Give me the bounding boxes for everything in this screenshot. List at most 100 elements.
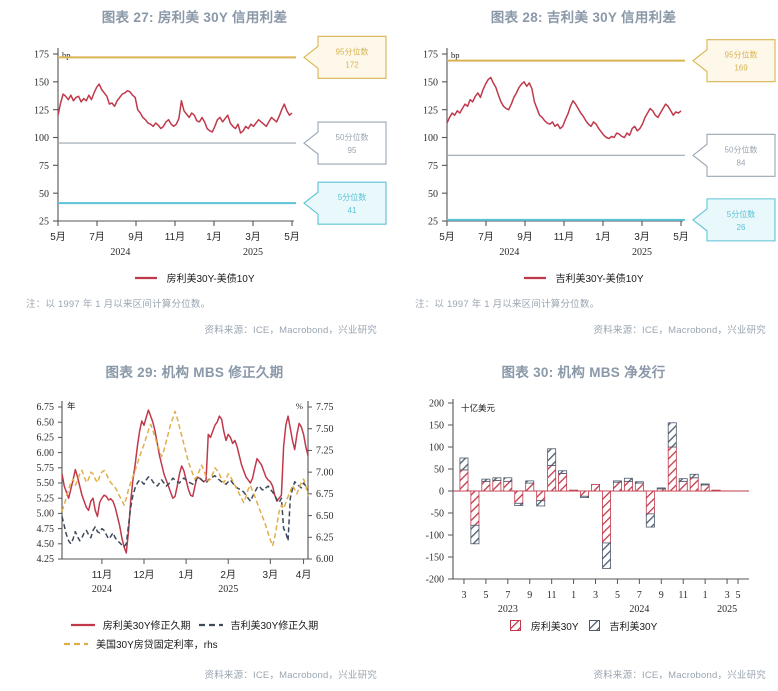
chart28-legend-swatch <box>523 276 546 279</box>
axis-label: 5月 <box>50 231 66 243</box>
callout-value: 41 <box>348 206 357 215</box>
axis-label: 175 <box>34 50 49 61</box>
axis-label: 十亿美元 <box>461 403 496 413</box>
axis-label: 6.25 <box>37 433 55 444</box>
chart28-svg: 25 50 75 100 125 150 175 bp 5月 7月 9月 11月 1月 3月 5月 2024 2… <box>423 39 776 258</box>
chart29-legend-label-1: 房利美30Y修正久期 <box>102 621 191 632</box>
axis-label: 5.00 <box>37 509 55 520</box>
axis-label: 5月 <box>673 231 689 243</box>
bar-segment <box>503 477 513 482</box>
axis-label: 6.00 <box>37 448 55 459</box>
data-line <box>61 474 309 548</box>
axis-label: 1月 <box>595 231 611 243</box>
percentile-callout <box>692 39 776 83</box>
percentile-callout <box>692 198 776 242</box>
axis-label: 5.75 <box>37 463 55 474</box>
bar-segment <box>580 495 590 498</box>
axis-label: 1月 <box>178 569 194 581</box>
axis-label: -150 <box>426 553 444 564</box>
axis-label: 2025 <box>632 247 652 258</box>
axis-label: 100 <box>423 133 438 144</box>
chart30-title: 图表 30: 机构 MBS 净发行 <box>501 365 666 380</box>
bar-segment <box>569 489 579 492</box>
chart30-legend-label-2: 吉利美30Y <box>609 622 658 633</box>
bar-segment <box>547 448 557 466</box>
bar-segment <box>656 487 666 490</box>
panel-chart28: 图表 28: 吉利美 30Y 信用利差 25 50 75 100 125 150 175 bp… <box>389 0 778 345</box>
axis-label: 100 <box>34 133 49 144</box>
bar-segment <box>667 422 677 448</box>
data-line <box>61 409 309 554</box>
axis-label: 年 <box>67 401 76 411</box>
axis-label: 1 <box>571 590 576 601</box>
chart30-legend: 房利美30Y 吉利美30Y <box>389 618 778 633</box>
callout-label: 95分位数 <box>725 50 758 60</box>
chart28-title: 图表 28: 吉利美 30Y 信用利差 <box>490 10 677 25</box>
axis-label: 5 <box>483 590 488 601</box>
axis-label: 7.25 <box>316 446 334 457</box>
axis-label: 75 <box>39 161 49 172</box>
chart27-legend: 房利美30Y-美债10Y <box>0 270 389 285</box>
axis-label: 7.50 <box>316 424 334 435</box>
bar-segment <box>667 446 677 492</box>
axis-label: 4.25 <box>37 554 55 565</box>
axis-label: 2024 <box>110 247 130 258</box>
data-line <box>57 83 293 134</box>
axis-label: 2024 <box>629 604 649 615</box>
percentile-callout <box>692 133 776 177</box>
callout-label: 50分位数 <box>725 144 758 154</box>
bar-segment <box>645 490 655 515</box>
axis-label: 2025 <box>243 247 263 258</box>
chart29-legend-label-2: 吉利美30Y修正久期 <box>230 621 319 632</box>
axis-label: 7.75 <box>316 402 334 413</box>
axis-label: 150 <box>423 77 438 88</box>
axis-label: 50 <box>39 189 49 200</box>
axis-label: 50 <box>428 189 438 200</box>
bar-segment <box>623 480 633 492</box>
chart27-source: 资料来源：ICE，Macrobond，兴业研究 <box>204 325 377 336</box>
bar-segment <box>602 490 611 544</box>
bar-segment <box>580 490 590 497</box>
bar-segment <box>634 481 644 484</box>
axis-label: 125 <box>34 105 49 116</box>
axis-label: 75 <box>428 161 438 172</box>
axis-label: 6.75 <box>316 489 334 500</box>
axis-label: 6.25 <box>316 532 334 543</box>
bar-segment <box>536 490 546 502</box>
percentile-callout <box>303 181 387 225</box>
chart29-source: 资料来源：ICE，Macrobond，兴业研究 <box>204 670 377 681</box>
chart27-plot: 25 50 75 100 125 150 175 bp 5月 7月 9月 11月 1月 3月 5月 2024 2… <box>0 26 389 286</box>
axis-label: 1 <box>703 590 708 601</box>
axis-label: 3 <box>593 590 598 601</box>
percentile-callout <box>303 121 387 165</box>
axis-label: 150 <box>34 77 49 88</box>
axis-label: 7 <box>637 590 642 601</box>
axis-label: 50 <box>434 465 444 476</box>
chart28-legend-label: 吉利美30Y-美债10Y <box>555 274 644 285</box>
axis-label: -50 <box>431 509 444 520</box>
bar-segment <box>700 484 710 492</box>
axis-label: 3 <box>461 590 466 601</box>
axis-label: 2月 <box>220 569 236 581</box>
axis-label: 5月 <box>284 231 300 243</box>
axis-label: 6.50 <box>316 511 334 522</box>
bar-segment <box>514 490 524 504</box>
axis-label: 2025 <box>717 604 737 615</box>
bar-segment <box>470 524 480 545</box>
axis-label: 6.75 <box>37 402 55 413</box>
chart29-legend-swatch-2 <box>198 623 223 626</box>
chart30-legend-swatch-2 <box>588 620 600 631</box>
callout-value: 95 <box>348 146 357 155</box>
bar-segment <box>591 484 600 492</box>
axis-label: -200 <box>426 575 444 586</box>
axis-label: 25 <box>428 217 438 228</box>
axis-label: 9月 <box>517 231 533 243</box>
bar-segment <box>492 477 502 481</box>
bar-segment <box>612 481 622 492</box>
percentile-callout <box>303 35 387 79</box>
axis-label: 7月 <box>89 231 105 243</box>
axis-label: 9 <box>527 590 532 601</box>
axis-label: 7 <box>505 590 510 601</box>
axis-label: 1月 <box>206 231 222 243</box>
axis-label: 3月 <box>634 231 650 243</box>
